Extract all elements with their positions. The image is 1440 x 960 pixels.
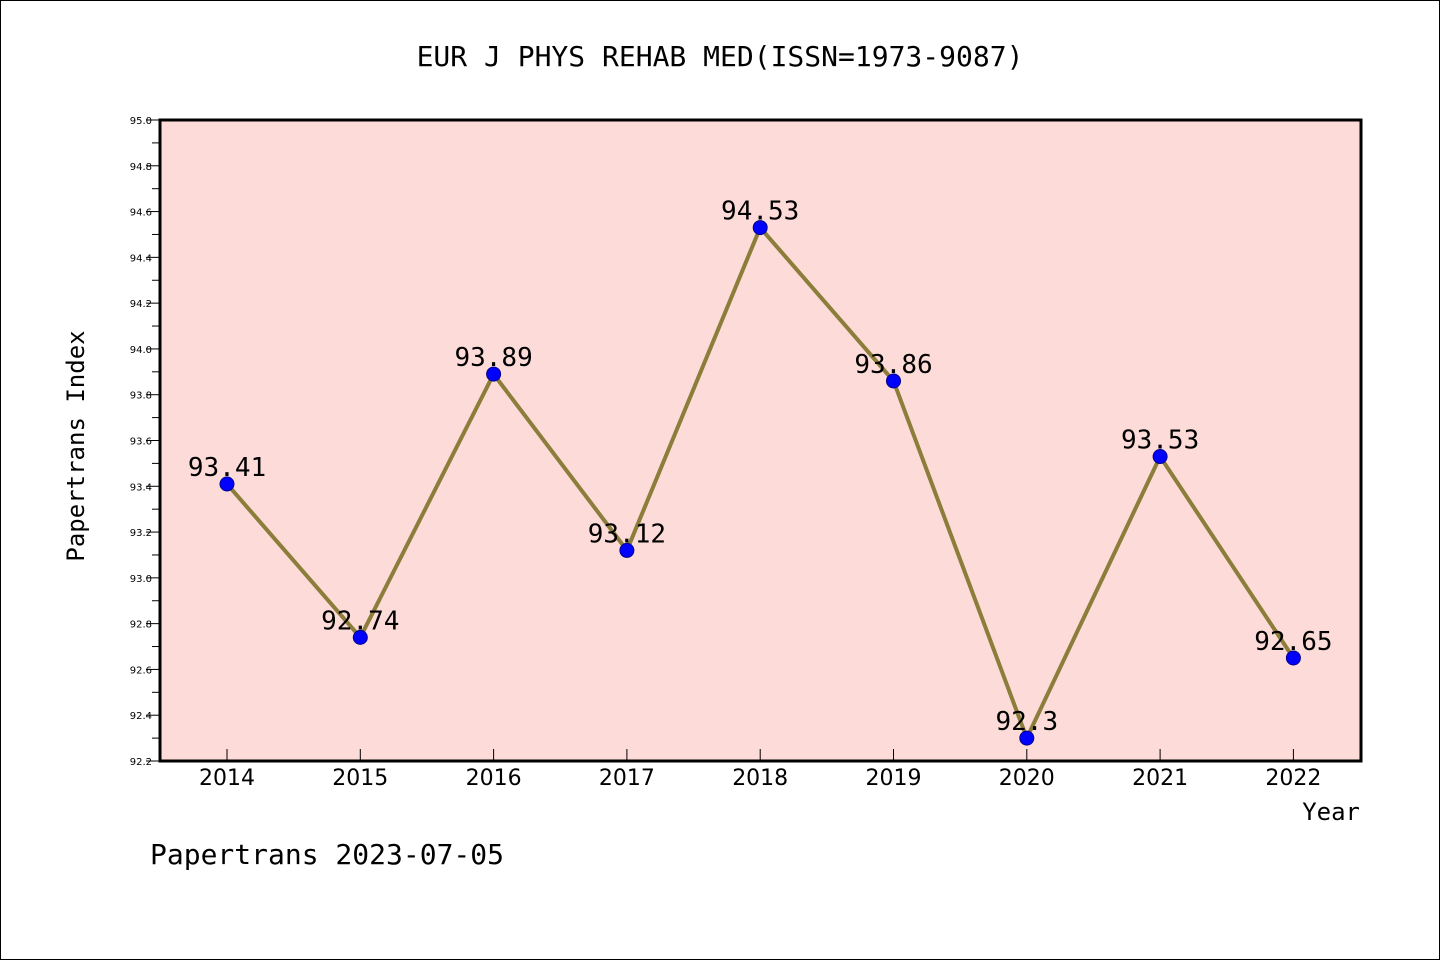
data-point-label: 92.65 — [1254, 627, 1332, 657]
x-tick-label: 2018 — [732, 766, 788, 791]
y-tick-label: 92.8 — [130, 620, 152, 631]
data-point-label: 93.89 — [454, 343, 532, 373]
x-tick-label: 2022 — [1265, 766, 1321, 791]
y-tick-label: 93.0 — [130, 574, 152, 585]
chart-title: EUR J PHYS REHAB MED(ISSN=1973-9087) — [417, 40, 1024, 73]
data-point-label: 93.41 — [188, 453, 266, 483]
y-tick-label: 94.4 — [130, 253, 152, 264]
data-point-marker — [886, 373, 901, 389]
x-tick-label: 2015 — [332, 766, 388, 791]
data-point-marker — [1285, 650, 1301, 666]
data-point-label: 93.86 — [854, 350, 932, 380]
data-point-marker — [486, 366, 502, 382]
y-tick-label: 94.6 — [130, 208, 152, 219]
data-point-marker — [1152, 449, 1168, 465]
plot-border — [158, 118, 1363, 763]
y-tick-label: 94.8 — [130, 162, 152, 173]
data-point-marker — [219, 476, 235, 492]
data-labels: 93.41 92.74 93.89 93.12 94.53 93.86 92.3 93.53 9… — [188, 197, 1333, 738]
x-tick-label: 2021 — [1132, 766, 1188, 791]
data-point-label: 92.3 — [995, 707, 1058, 737]
data-point-label: 93.53 — [1121, 426, 1199, 456]
y-tick-label: 92.2 — [130, 757, 152, 768]
data-markers — [219, 220, 1301, 746]
y-axis-label: Papertrans Index — [62, 330, 90, 561]
data-point-marker — [352, 629, 368, 645]
y-tick-label: 92.4 — [130, 711, 152, 722]
data-point-label: 94.53 — [721, 197, 799, 227]
data-point-label: 93.12 — [588, 519, 666, 549]
y-axis-ticks: 92.2 92.4 92.6 92.8 93.0 93.2 93.4 93.6 93.8 94.0… — [130, 116, 160, 768]
x-tick-label: 2014 — [199, 766, 255, 791]
y-tick-label: 93.4 — [130, 482, 152, 493]
y-tick-label: 92.6 — [130, 665, 152, 676]
data-point-label: 92.74 — [321, 606, 399, 636]
data-point-marker — [1019, 730, 1035, 746]
footer-date-text: Papertrans 2023-07-05 — [150, 838, 504, 871]
data-point-marker — [752, 220, 768, 236]
data-point-marker — [619, 542, 635, 558]
x-tick-label: 2017 — [599, 766, 655, 791]
x-tick-label: 2019 — [866, 766, 922, 791]
x-axis-label: Year — [1302, 798, 1360, 826]
y-tick-label: 93.6 — [130, 437, 152, 448]
y-tick-label: 93.8 — [130, 391, 152, 402]
y-tick-label: 94.2 — [130, 299, 152, 310]
y-tick-label: 94.0 — [130, 345, 152, 356]
x-axis-ticks: 2014 2015 2016 2017 2018 2019 2020 2021 2022 — [199, 749, 1321, 791]
x-tick-label: 2016 — [466, 766, 522, 791]
y-tick-label: 93.2 — [130, 528, 152, 539]
x-tick-label: 2020 — [999, 766, 1055, 791]
y-tick-label: 95.0 — [130, 116, 152, 127]
